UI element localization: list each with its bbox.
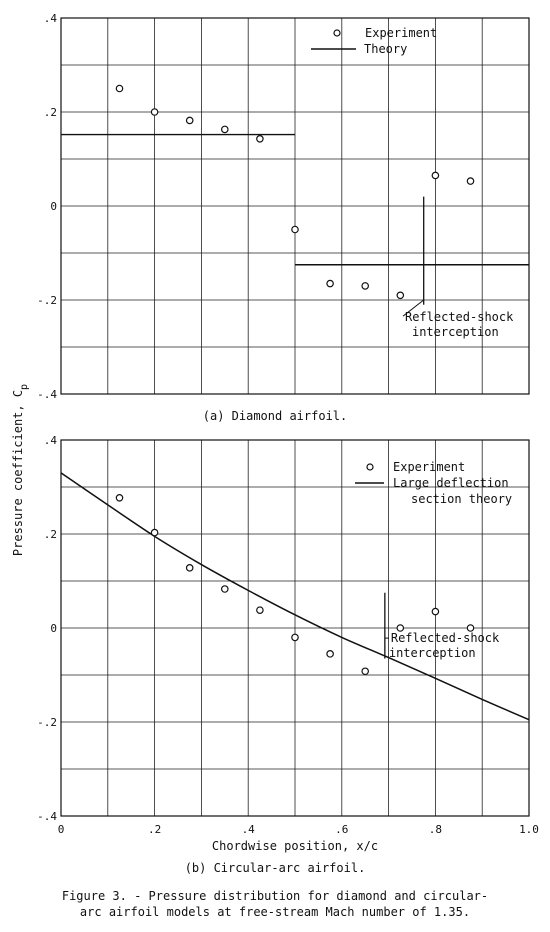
subtitle-diamond: (a) Diamond airfoil. <box>203 409 348 423</box>
experiment-points-diamond <box>115 84 475 300</box>
y-tick-label: -.2 <box>37 716 57 729</box>
experiment-point <box>396 624 405 632</box>
experiment-point <box>150 528 159 537</box>
subtitle-circular-arc: (b) Circular-arc airfoil. <box>185 861 366 875</box>
x-tick-label: 0 <box>58 823 65 836</box>
experiment-point <box>361 667 370 676</box>
shock-annotation-circular-arc: Reflected-shock interception <box>384 592 500 660</box>
shock-annotation-diamond: Reflected-shock interception <box>402 196 514 339</box>
panel-diamond-airfoil: .4 .2 0 -.2 -.4 Reflected-shock interception… <box>37 12 530 423</box>
y-tick-label: 0 <box>50 200 57 213</box>
experiment-point <box>466 177 475 185</box>
figure-caption-line2: arc airfoil models at free-stream Mach n… <box>80 905 470 919</box>
grid-circular-arc <box>61 440 529 816</box>
y-tick-labels-diamond: .4 .2 0 -.2 -.4 <box>37 12 57 401</box>
experiment-point <box>221 585 229 593</box>
panel-circular-arc-airfoil: .4 .2 0 -.2 -.4 0 .2 .4 .6 .8 1.0 Reflected-shock… <box>37 434 539 875</box>
legend-marker-experiment <box>366 463 374 471</box>
legend-label-theory: Theory <box>364 42 407 56</box>
y-tick-labels-circular-arc: .4 .2 0 -.2 -.4 <box>37 434 57 823</box>
legend-circular-arc: Experiment Large deflection section theo… <box>355 460 512 506</box>
experiment-points-circular-arc <box>115 494 475 676</box>
x-tick-labels-circular-arc: 0 .2 .4 .6 .8 1.0 <box>58 823 539 836</box>
x-tick-label: .8 <box>429 823 442 836</box>
y-tick-label: .2 <box>44 528 57 541</box>
experiment-point <box>221 125 229 134</box>
experiment-point <box>396 291 405 300</box>
experiment-point <box>185 116 194 125</box>
x-tick-label: 1.0 <box>519 823 539 836</box>
annotation-line2-diamond: interception <box>412 325 499 339</box>
annotation-line2-circular-arc: interception <box>389 646 476 660</box>
experiment-point <box>361 282 370 290</box>
experiment-point <box>150 108 159 116</box>
experiment-point <box>256 606 264 614</box>
experiment-point <box>291 633 299 642</box>
x-tick-label: .2 <box>148 823 161 836</box>
y-tick-label: -.4 <box>37 810 57 823</box>
annotation-line1-diamond: Reflected-shock <box>405 310 514 324</box>
annotation-line1-circular-arc: Reflected-shock <box>391 631 500 645</box>
experiment-point <box>115 84 124 93</box>
experiment-point <box>256 134 264 143</box>
plot-frame-diamond <box>60 17 530 395</box>
y-tick-label: -.4 <box>37 388 57 401</box>
y-tick-label: -.2 <box>37 294 57 307</box>
theory-curve-circular-arc <box>60 472 530 721</box>
legend-label-theory-line2: section theory <box>411 492 512 506</box>
y-axis-label-subscript: p <box>19 384 30 390</box>
theory-curve <box>60 472 530 721</box>
experiment-point <box>185 564 194 572</box>
experiment-point <box>431 607 440 616</box>
theory-lines-diamond <box>61 133 529 266</box>
y-axis-label: Pressure coefficient, Cp <box>11 384 30 556</box>
y-tick-label: .4 <box>44 12 58 25</box>
shock-leader-diamond <box>402 299 425 317</box>
y-tick-label: .2 <box>44 106 57 119</box>
plot-frame-circular-arc <box>60 439 530 817</box>
legend-marker-experiment <box>333 29 341 37</box>
legend-diamond: Experiment Theory <box>311 26 437 56</box>
legend-label-experiment: Experiment <box>393 460 465 474</box>
x-tick-label: .4 <box>242 823 256 836</box>
experiment-point <box>326 650 334 658</box>
figure-caption-line1: Figure 3. - Pressure distribution for di… <box>62 889 488 903</box>
legend-label-experiment: Experiment <box>365 26 437 40</box>
y-tick-label: 0 <box>50 622 57 635</box>
experiment-point <box>466 624 475 632</box>
x-tick-label: .6 <box>335 823 348 836</box>
experiment-point <box>291 225 299 234</box>
y-tick-label: .4 <box>44 434 58 447</box>
grid-diamond <box>61 18 529 394</box>
experiment-point <box>115 494 124 502</box>
legend-label-theory-line1: Large deflection <box>393 476 509 490</box>
experiment-point <box>431 171 440 180</box>
y-axis-label-text: Pressure coefficient, C <box>11 390 25 556</box>
x-axis-label: Chordwise position, x/c <box>212 839 378 853</box>
experiment-point <box>326 279 334 288</box>
